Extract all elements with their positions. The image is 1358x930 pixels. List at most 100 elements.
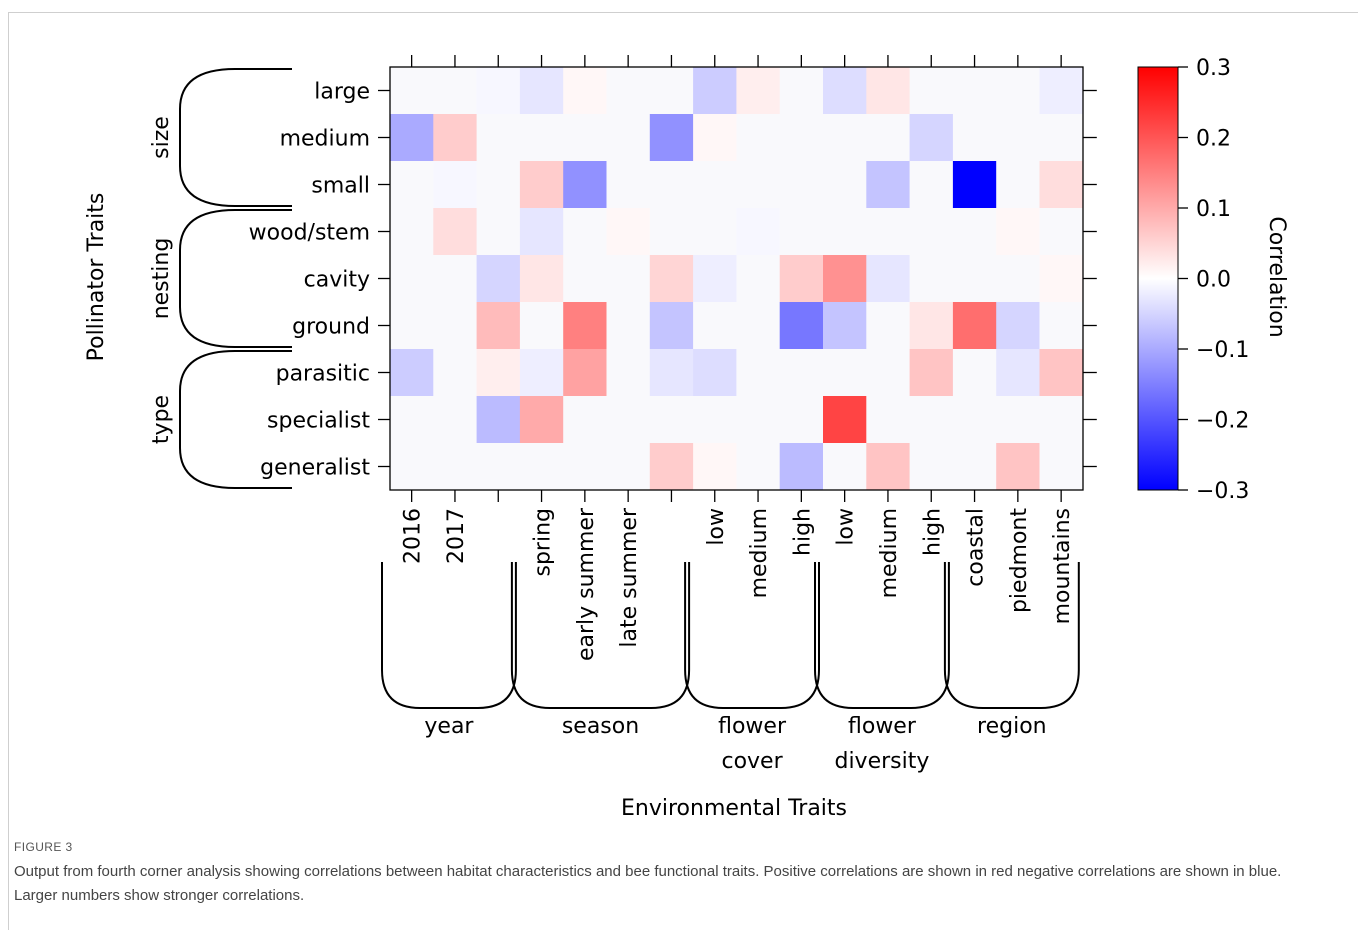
x-group-label-4-line-0: region [977, 714, 1047, 739]
heatmap-cell-r3-c4 [563, 208, 607, 256]
heatmap-cell-r8-c5 [606, 443, 651, 491]
y-tick-label-ground: ground [292, 315, 370, 340]
heatmap-cell-r2-c10 [823, 161, 867, 209]
x-tick-label-5-late-summer: late summer [617, 507, 642, 648]
heatmap-cell-r7-c3 [519, 396, 564, 444]
heatmap-cell-r1-c6 [649, 114, 694, 162]
heatmap-cell-r3-c2 [476, 208, 521, 256]
heatmap-cell-r8-c1 [433, 443, 478, 491]
heatmap-cell-r5-c10 [823, 302, 867, 350]
heatmap-cell-r1-c5 [606, 114, 651, 162]
heatmap-cell-r7-c10 [823, 396, 867, 444]
colorbar-tick-label-6: −0.3 [1196, 479, 1249, 504]
colorbar-tick-label-5: −0.2 [1196, 409, 1249, 434]
heatmap-cell-r5-c9 [779, 302, 824, 350]
heatmap-cell-r6-c8 [736, 349, 781, 397]
colorbar-gradient [1137, 66, 1179, 491]
heatmap-cell-r0-c10 [823, 67, 867, 115]
heatmap-cell-r5-c0 [390, 302, 434, 350]
heatmap-cell-r6-c7 [693, 349, 737, 397]
heatmap-cell-r1-c7 [693, 114, 737, 162]
heatmap-cell-r5-c2 [476, 302, 521, 350]
y-group-bracket-size [179, 68, 292, 207]
heatmap-cell-r7-c7 [693, 396, 737, 444]
x-tick-label-1-2017: 2017 [444, 508, 469, 564]
x-group-brackets: year season flower cover flower diversity regi… [381, 562, 1080, 774]
heatmap-cell-r4-c12 [909, 255, 954, 303]
x-tick-label-0-2016: 2016 [401, 508, 426, 564]
heatmap-cell-r2-c13 [952, 161, 997, 209]
heatmap-cell-r6-c4 [563, 349, 607, 397]
heatmap-cell-r2-c2 [476, 161, 521, 209]
heatmap-cell-r8-c4 [563, 443, 607, 491]
heatmap-cell-r0-c9 [779, 67, 824, 115]
heatmap-cell-r4-c0 [390, 255, 434, 303]
x-tick-labels: 2016 2017 spring early summer late summer low… [401, 507, 1076, 661]
colorbar-tick-label-4: −0.1 [1196, 338, 1249, 363]
y-tick-label-parasitic: parasitic [276, 362, 370, 387]
heatmap-cell-r5-c13 [952, 302, 997, 350]
heatmap-cell-r7-c15 [1039, 396, 1084, 444]
heatmap-cells [390, 67, 1084, 491]
heatmap-cell-r6-c5 [606, 349, 651, 397]
heatmap-cell-r1-c4 [563, 114, 607, 162]
heatmap-cell-r0-c8 [736, 67, 781, 115]
heatmap-cell-r0-c15 [1039, 67, 1084, 115]
heatmap-cell-r6-c6 [649, 349, 694, 397]
heatmap-cell-r5-c14 [996, 302, 1040, 350]
heatmap-cell-r8-c13 [952, 443, 997, 491]
x-group-label-3-line-1: diversity [834, 749, 929, 774]
x-tick-label-13-coastal: coastal [964, 508, 989, 587]
y-tick-label-wood-stem: wood/stem [249, 221, 370, 246]
x-axis-title: Environmental Traits [621, 796, 847, 821]
heatmap-cell-r2-c9 [779, 161, 824, 209]
y-tick-label-large: large [314, 80, 370, 105]
heatmap-cell-r4-c10 [823, 255, 867, 303]
heatmap-cell-r2-c5 [606, 161, 651, 209]
heatmap-cell-r1-c11 [866, 114, 911, 162]
heatmap-cell-r1-c10 [823, 114, 867, 162]
heatmap-cell-r2-c11 [866, 161, 911, 209]
heatmap-cell-r2-c6 [649, 161, 694, 209]
heatmap-cell-r8-c8 [736, 443, 781, 491]
heatmap-cell-r3-c9 [779, 208, 824, 256]
heatmap-cell-r0-c0 [390, 67, 434, 115]
heatmap-cell-r2-c4 [563, 161, 607, 209]
heatmap-chart: large medium small wood/stem cavity ground par… [84, 55, 1289, 821]
heatmap-cell-r0-c4 [563, 67, 607, 115]
heatmap-cell-r0-c2 [476, 67, 521, 115]
heatmap-cell-r2-c7 [693, 161, 737, 209]
heatmap-cell-r2-c3 [519, 161, 564, 209]
heatmap-cell-r3-c5 [606, 208, 651, 256]
x-tick-label-11-medium: medium [877, 508, 902, 598]
heatmap-cell-r6-c12 [909, 349, 954, 397]
x-tick-label-4-early-summer: early summer [574, 507, 599, 661]
heatmap-cell-r2-c1 [433, 161, 478, 209]
heatmap-cell-r2-c14 [996, 161, 1040, 209]
y-group-brackets: size nesting type [149, 68, 292, 489]
heatmap-cell-r1-c15 [1039, 114, 1084, 162]
heatmap-cell-r1-c2 [476, 114, 521, 162]
x-group-label-0-line-0: year [424, 714, 474, 739]
heatmap-cell-r6-c0 [390, 349, 434, 397]
heatmap-cell-r4-c14 [996, 255, 1040, 303]
heatmap-cell-r0-c5 [606, 67, 651, 115]
heatmap-cell-r3-c0 [390, 208, 434, 256]
heatmap-cell-r5-c6 [649, 302, 694, 350]
heatmap-cell-r8-c12 [909, 443, 954, 491]
heatmap-cell-r7-c12 [909, 396, 954, 444]
heatmap-cell-r3-c15 [1039, 208, 1084, 256]
heatmap-cell-r7-c14 [996, 396, 1040, 444]
heatmap-cell-r4-c5 [606, 255, 651, 303]
heatmap-cell-r4-c2 [476, 255, 521, 303]
heatmap-cell-r8-c15 [1039, 443, 1084, 491]
y-group-label-size: size [149, 116, 174, 159]
heatmap-cell-r2-c12 [909, 161, 954, 209]
heatmap-cell-r1-c12 [909, 114, 954, 162]
y-tick-labels: large medium small wood/stem cavity ground par… [249, 80, 371, 481]
y-tick-label-cavity: cavity [304, 268, 370, 293]
x-tick-label-15-mountains: mountains [1050, 508, 1075, 624]
x-tick-label-3-spring: spring [531, 508, 556, 577]
figure-caption: Output from fourth corner analysis showi… [14, 863, 1282, 904]
heatmap-cell-r1-c13 [952, 114, 997, 162]
